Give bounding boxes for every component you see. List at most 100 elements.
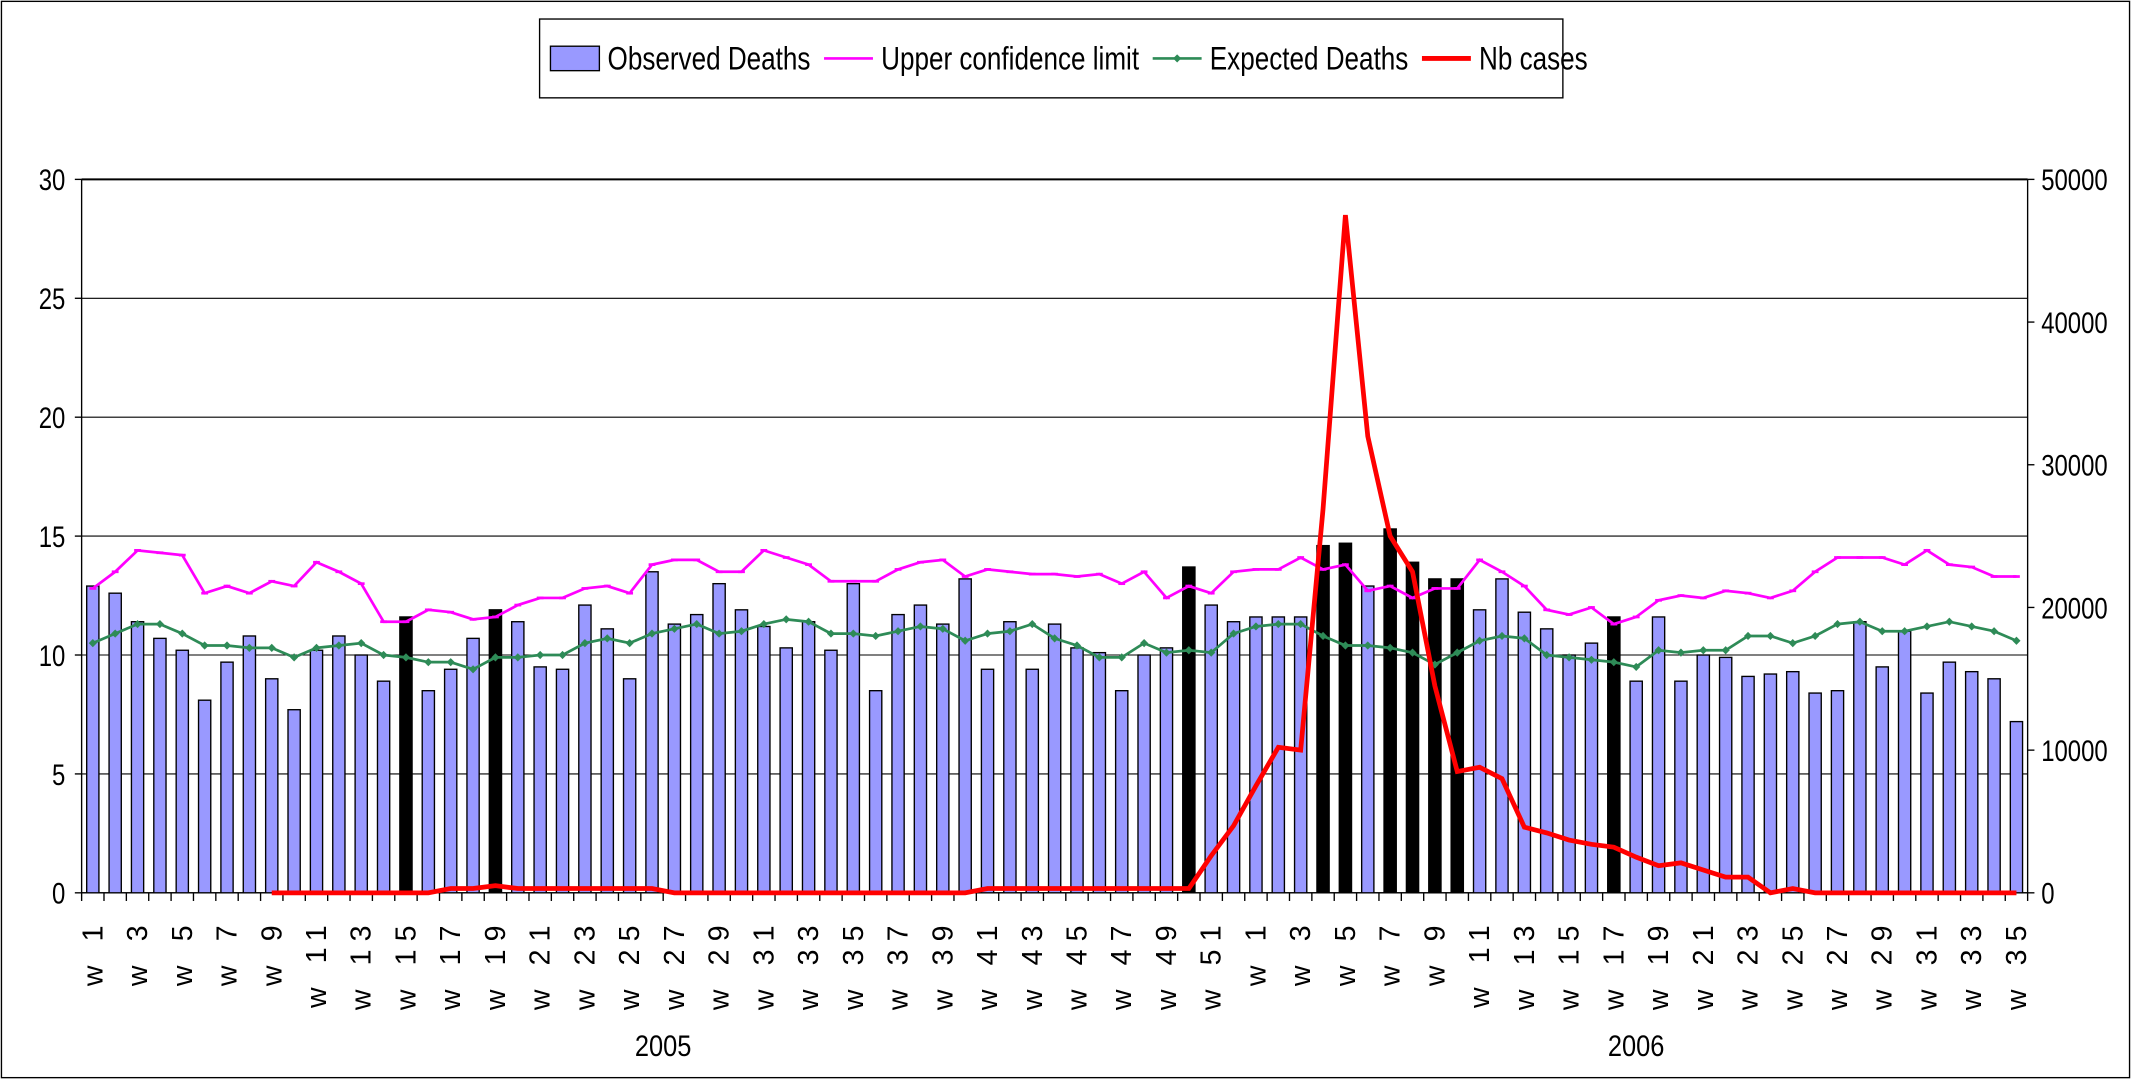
bar bbox=[555, 668, 570, 894]
x-tick-label: w 23 bbox=[569, 917, 601, 1011]
legend-label: Observed Deaths bbox=[608, 41, 811, 77]
x-tick-label: w 41 bbox=[972, 917, 1004, 1011]
x-tick-label: w 11 bbox=[301, 917, 333, 1009]
bar bbox=[645, 571, 659, 894]
x-tick-label: w 15 bbox=[390, 917, 422, 1011]
bar bbox=[242, 635, 257, 894]
bar bbox=[1137, 654, 1151, 894]
bar bbox=[1830, 690, 1845, 894]
x-tick-label: w 19 bbox=[480, 917, 512, 1011]
x-tick-label: w 31 bbox=[1911, 917, 1943, 1011]
y-tick-label: 15 bbox=[39, 519, 66, 553]
line-marker bbox=[1855, 617, 1864, 626]
line-marker bbox=[647, 629, 657, 638]
legend-box bbox=[538, 18, 1564, 99]
line-marker bbox=[1162, 648, 1171, 657]
x-tick-label: w 7 bbox=[1375, 917, 1407, 987]
x-tick-label: w 21 bbox=[525, 917, 557, 1011]
line-marker bbox=[155, 620, 164, 629]
line-marker bbox=[1811, 631, 1820, 641]
bar bbox=[1047, 623, 1062, 894]
x-tick-label: w 33 bbox=[1956, 917, 1988, 1011]
bar bbox=[264, 678, 279, 894]
line-marker bbox=[1386, 643, 1395, 652]
line-marker bbox=[737, 627, 746, 636]
bar bbox=[1875, 666, 1890, 894]
bar bbox=[1360, 585, 1375, 894]
x-tick-label: w 47 bbox=[1106, 917, 1138, 1011]
line-marker bbox=[1296, 620, 1305, 629]
bar bbox=[1495, 578, 1509, 894]
bar bbox=[824, 649, 838, 894]
y2-tick-label: 20000 bbox=[2041, 591, 2107, 625]
x-tick-label: w 49 bbox=[1151, 917, 1183, 1011]
line-marker bbox=[379, 650, 388, 660]
line-marker bbox=[670, 624, 679, 633]
legend-label: Expected Deaths bbox=[1210, 41, 1409, 77]
bar bbox=[1092, 651, 1107, 894]
bar bbox=[86, 585, 100, 894]
line-marker bbox=[468, 665, 478, 674]
bar bbox=[376, 680, 391, 894]
line-marker bbox=[1318, 631, 1328, 641]
line-marker bbox=[1408, 648, 1417, 657]
line-marker bbox=[1788, 639, 1797, 648]
line-marker bbox=[1207, 648, 1216, 657]
bar bbox=[1987, 678, 2001, 894]
bar bbox=[868, 690, 883, 894]
bar bbox=[779, 647, 794, 894]
bar bbox=[1226, 621, 1241, 894]
line-marker bbox=[1274, 620, 1283, 629]
y2-tick-label: 50000 bbox=[2041, 163, 2107, 197]
bar bbox=[913, 604, 928, 894]
line-marker bbox=[1229, 629, 1238, 638]
line-marker bbox=[1072, 641, 1082, 650]
y-tick-label: 25 bbox=[39, 282, 66, 316]
line-marker bbox=[804, 617, 813, 626]
line-marker bbox=[1676, 648, 1686, 657]
x-tick-label: w 31 bbox=[748, 917, 780, 1011]
bar bbox=[1718, 656, 1733, 894]
bar bbox=[175, 649, 190, 894]
line-marker bbox=[1475, 636, 1484, 645]
x-tick-label: w 9 bbox=[1419, 917, 1451, 987]
line-marker bbox=[1140, 639, 1149, 648]
x-tick-label: w 35 bbox=[838, 917, 870, 1011]
line-marker bbox=[357, 639, 366, 648]
y-tick-label: 20 bbox=[39, 400, 66, 434]
x-tick-label: w 23 bbox=[1733, 917, 1765, 1011]
bar bbox=[1025, 668, 1040, 894]
bar bbox=[1629, 680, 1643, 894]
bar bbox=[1808, 692, 1822, 894]
bar bbox=[1853, 621, 1867, 894]
x-tick-label: w 29 bbox=[704, 917, 736, 1011]
bar bbox=[488, 609, 503, 894]
line-marker bbox=[1028, 620, 1037, 629]
x-tick-label: w 5 bbox=[167, 917, 199, 987]
bar bbox=[1562, 654, 1576, 894]
bar bbox=[533, 666, 547, 894]
bar bbox=[935, 623, 950, 894]
legend-label: Upper confidence limit bbox=[881, 41, 1139, 77]
bar bbox=[1450, 578, 1465, 894]
line-marker bbox=[1184, 646, 1193, 655]
bar bbox=[443, 668, 458, 894]
bar bbox=[1696, 654, 1711, 894]
bar bbox=[332, 635, 346, 894]
bar bbox=[108, 592, 122, 894]
bar bbox=[1897, 630, 1912, 894]
bar bbox=[1584, 642, 1599, 894]
bar bbox=[421, 690, 436, 894]
bar bbox=[153, 637, 167, 894]
bar bbox=[1249, 616, 1263, 894]
line-marker bbox=[1900, 627, 1909, 636]
legend-swatch bbox=[549, 45, 601, 72]
bar bbox=[1607, 616, 1621, 894]
bar bbox=[734, 609, 749, 894]
y-tick-label: 10 bbox=[39, 638, 66, 672]
y-tick-label: 5 bbox=[52, 757, 65, 791]
x-tick-label: w 25 bbox=[614, 917, 646, 1011]
x-tick-label: w 29 bbox=[1867, 917, 1899, 1011]
line-marker bbox=[961, 636, 970, 645]
x-tick-label: w 9 bbox=[256, 917, 288, 987]
